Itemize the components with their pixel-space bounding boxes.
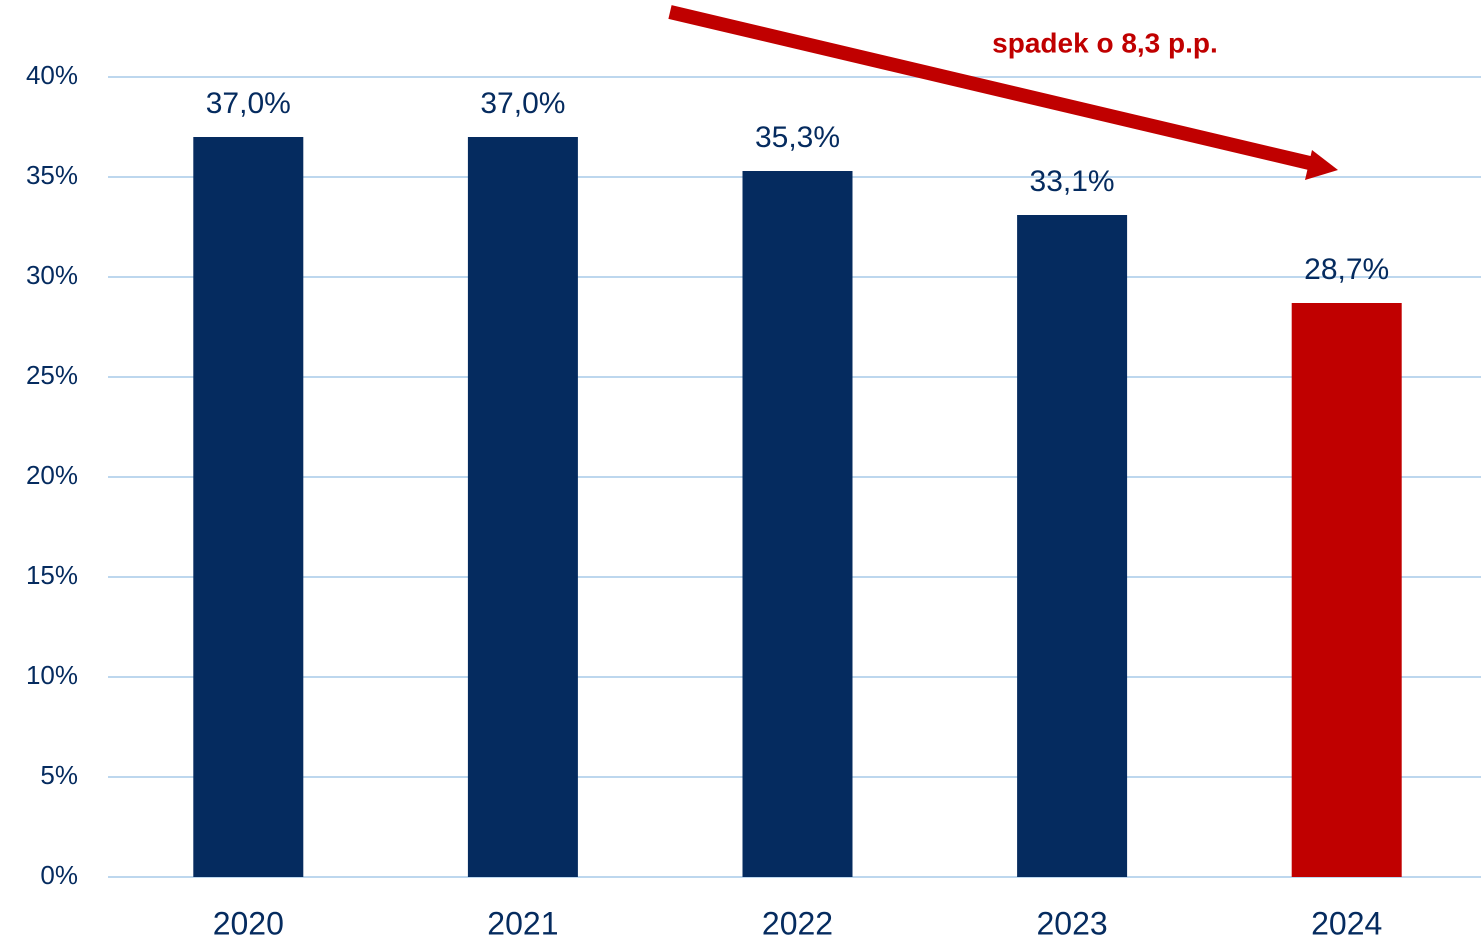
bar — [467, 137, 578, 877]
y-tick-label: 0% — [40, 860, 78, 890]
y-tick-label: 15% — [26, 560, 78, 590]
y-tick-label: 5% — [40, 760, 78, 790]
x-tick-label: 2021 — [487, 905, 558, 941]
bar — [742, 171, 853, 877]
annotation: spadek o 8,3 p.p. — [992, 27, 1218, 58]
y-tick-label: 10% — [26, 660, 78, 690]
bars — [193, 137, 1402, 877]
x-tick-label: 2020 — [213, 905, 284, 941]
bar — [193, 137, 304, 877]
value-label: 37,0% — [480, 87, 565, 120]
x-tick-label: 2023 — [1037, 905, 1108, 941]
value-label: 28,7% — [1304, 253, 1389, 286]
y-tick-label: 30% — [26, 260, 78, 290]
trend-arrow-shaft — [668, 5, 1320, 172]
y-tick-label: 40% — [26, 60, 78, 90]
x-tick-label: 2024 — [1311, 905, 1382, 941]
value-label: 33,1% — [1030, 165, 1115, 198]
value-label: 35,3% — [755, 121, 840, 154]
bar — [1291, 303, 1402, 877]
x-tick-label: 2022 — [762, 905, 833, 941]
y-tick-label: 35% — [26, 160, 78, 190]
y-tick-label: 25% — [26, 360, 78, 390]
value-label: 37,0% — [206, 87, 291, 120]
y-tick-label: 20% — [26, 460, 78, 490]
bar — [1017, 215, 1128, 877]
trend-arrow-head — [1305, 150, 1338, 180]
